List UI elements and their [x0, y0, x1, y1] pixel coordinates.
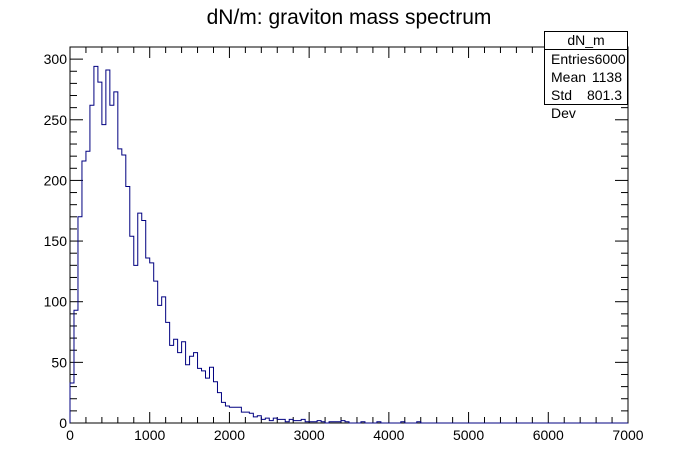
x-tick-label: 4000 [373, 427, 404, 443]
stats-entries-label: Entries [551, 51, 595, 67]
stats-entries-value: 6000 [594, 51, 626, 67]
y-tick-label: 100 [44, 294, 68, 310]
x-tick-label: 6000 [533, 427, 564, 443]
y-tick-label: 150 [44, 233, 68, 249]
histogram-line [69, 65, 628, 424]
x-tick-label: 2000 [214, 427, 245, 443]
stats-box-title: dN_m [545, 32, 627, 50]
chart-title: dN/m: graviton mass spectrum [207, 6, 492, 29]
stats-std-value: 801.3 [586, 87, 622, 103]
stats-mean-value: 1138 [591, 69, 622, 85]
y-tick-label: 50 [51, 354, 67, 370]
stats-row-mean: Mean 1138 [545, 68, 627, 86]
x-tick-label: 0 [66, 427, 74, 443]
x-tick-label: 5000 [453, 427, 484, 443]
stats-std-label: Std Dev [551, 87, 576, 121]
axis-tick-labels: 0 1000 2000 3000 4000 5000 6000 7000 0 50 100 150 20… [44, 51, 644, 443]
stats-row-std: Std Dev 801.3 [545, 86, 627, 121]
x-tick-label: 1000 [134, 427, 165, 443]
x-tick-label: 3000 [294, 427, 325, 443]
y-tick-label: 250 [44, 112, 68, 128]
stats-box: dN_m Entries 6000 Mean 1138 Std Dev 801.… [544, 31, 628, 121]
y-tick-label: 300 [44, 51, 68, 67]
stats-mean-label: Mean [551, 69, 587, 85]
stats-row-entries: Entries 6000 [545, 50, 627, 68]
x-tick-label: 7000 [612, 427, 643, 443]
y-tick-label: 0 [59, 415, 67, 431]
y-tick-label: 200 [44, 172, 68, 188]
